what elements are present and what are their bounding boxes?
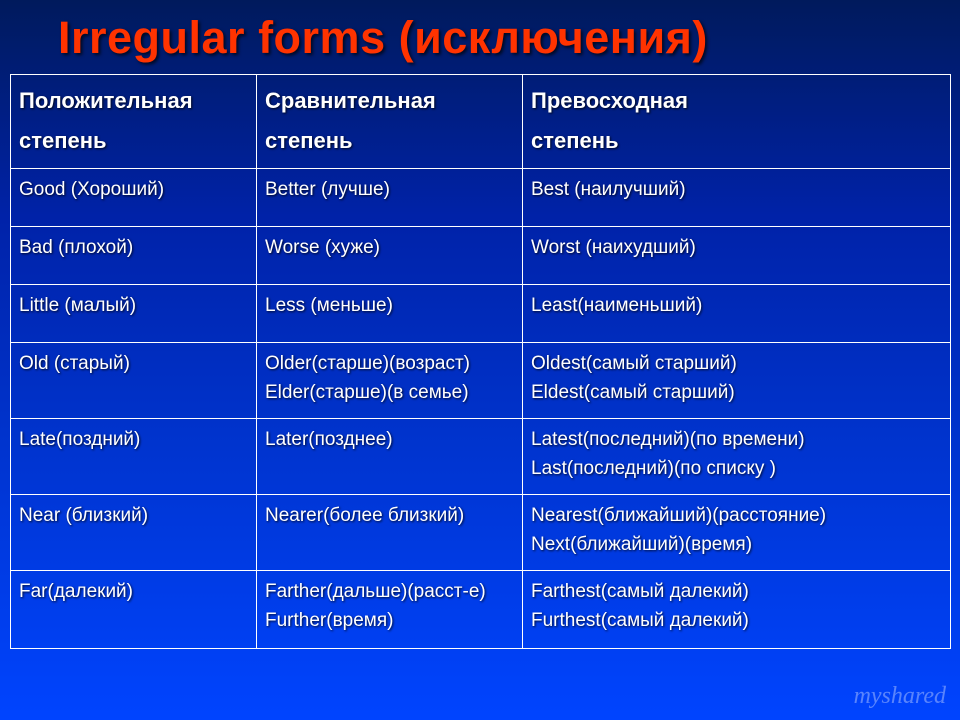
table-row: Near (близкий) Nearer(более близкий) Neare… [11, 495, 951, 571]
table-cell: Far(далекий) [11, 571, 257, 649]
cell-text: Later(позднее) [265, 429, 393, 450]
cell-text: Late(поздний) [19, 429, 140, 450]
slide-title: Irregular forms (исключения) [10, 0, 950, 74]
header-text: степень [531, 128, 619, 153]
table-cell: Oldest(самый старший) Eldest(самый старши… [523, 343, 951, 419]
cell-text: Best (наилучший) [531, 179, 686, 200]
cell-text: Eldest(самый старший) [531, 382, 735, 403]
table-cell: Bad (плохой) [11, 227, 257, 285]
header-positive: Положительная степень [11, 75, 257, 169]
cell-text: Better (лучше) [265, 179, 390, 200]
table-cell: Latest(последний)(по времени) Last(послед… [523, 419, 951, 495]
table-cell: Nearest(ближайший)(расстояние) Next(ближа… [523, 495, 951, 571]
table-cell: Near (близкий) [11, 495, 257, 571]
cell-text: Furthest(самый далекий) [531, 610, 749, 631]
table-cell: Good (Хороший) [11, 169, 257, 227]
cell-text: Further(время) [265, 610, 393, 631]
header-text: степень [265, 128, 353, 153]
slide: Irregular forms (исключения) Положительн… [0, 0, 960, 720]
cell-text: Bad (плохой) [19, 237, 133, 258]
cell-text: Last(последний)(по списку ) [531, 458, 776, 479]
irregular-forms-table: Положительная степень Сравнительная степ… [10, 74, 951, 649]
cell-text: Less (меньше) [265, 295, 393, 316]
header-text: степень [19, 128, 107, 153]
table-cell: Later(позднее) [257, 419, 523, 495]
table-cell: Worst (наихудший) [523, 227, 951, 285]
table-cell: Worse (хуже) [257, 227, 523, 285]
cell-text: Good (Хороший) [19, 179, 164, 200]
table-row: Good (Хороший) Better (лучше) Best (наилу… [11, 169, 951, 227]
table-cell: Little (малый) [11, 285, 257, 343]
cell-text: Little (малый) [19, 295, 136, 316]
table-cell: Better (лучше) [257, 169, 523, 227]
cell-text: Farthest(самый далекий) [531, 581, 749, 602]
watermark: myshared [854, 683, 946, 710]
table-cell: Best (наилучший) [523, 169, 951, 227]
cell-text: Older(старше)(возраст) [265, 353, 470, 374]
cell-text: Oldest(самый старший) [531, 353, 737, 374]
table-cell: Farthest(самый далекий) Furthest(самый да… [523, 571, 951, 649]
cell-text: Old (старый) [19, 353, 130, 374]
header-text: Сравнительная [265, 88, 436, 113]
table-row: Bad (плохой) Worse (хуже) Worst (наихудши… [11, 227, 951, 285]
table-cell: Late(поздний) [11, 419, 257, 495]
cell-text: Farther(дальше)(расст-е) [265, 581, 486, 602]
cell-text: Elder(старше)(в семье) [265, 382, 469, 403]
header-superlative: Превосходная степень [523, 75, 951, 169]
table-cell: Older(старше)(возраст) Elder(старше)(в се… [257, 343, 523, 419]
cell-text: Near (близкий) [19, 505, 148, 526]
cell-text: Latest(последний)(по времени) [531, 429, 805, 450]
table-row: Late(поздний) Later(позднее) Latest(послед… [11, 419, 951, 495]
cell-text: Next(ближайший)(время) [531, 534, 752, 555]
cell-text: Far(далекий) [19, 581, 133, 602]
cell-text: Nearer(более близкий) [265, 505, 464, 526]
cell-text: Worst (наихудший) [531, 237, 696, 258]
table-cell: Old (старый) [11, 343, 257, 419]
table-row: Old (старый) Older(старше)(возраст) Elder(… [11, 343, 951, 419]
table-row: Little (малый) Less (меньше) Least(наимен… [11, 285, 951, 343]
header-text: Превосходная [531, 88, 688, 113]
table-body: Good (Хороший) Better (лучше) Best (наилу… [11, 169, 951, 649]
table-cell: Least(наименьший) [523, 285, 951, 343]
table-cell: Nearer(более близкий) [257, 495, 523, 571]
table-cell: Less (меньше) [257, 285, 523, 343]
table-header-row: Положительная степень Сравнительная степ… [11, 75, 951, 169]
cell-text: Least(наименьший) [531, 295, 702, 316]
cell-text: Worse (хуже) [265, 237, 380, 258]
cell-text: Nearest(ближайший)(расстояние) [531, 505, 826, 526]
table-row: Far(далекий) Farther(дальше)(расст-е) Furt… [11, 571, 951, 649]
header-comparative: Сравнительная степень [257, 75, 523, 169]
table-cell: Farther(дальше)(расст-е) Further(время) [257, 571, 523, 649]
header-text: Положительная [19, 88, 193, 113]
